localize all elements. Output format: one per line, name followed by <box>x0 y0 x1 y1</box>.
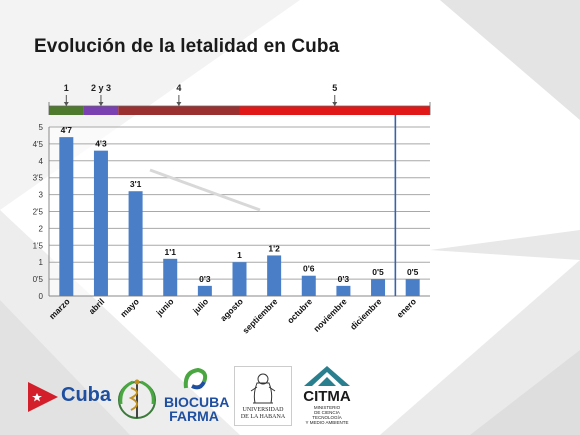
bar <box>405 279 420 296</box>
y-tick-label: 1'5 <box>33 241 44 250</box>
y-tick-label: 2'5 <box>33 208 44 217</box>
bar <box>336 285 351 296</box>
x-tick-label: marzo <box>47 296 72 321</box>
x-tick-label: enero <box>395 296 418 319</box>
bar <box>163 258 178 296</box>
alma-mater-icon <box>250 373 276 404</box>
phase-label: 5 <box>332 83 337 93</box>
cuba-logo: Cuba <box>28 380 111 414</box>
bar-data-label: 1 <box>237 250 242 260</box>
phase-segment <box>83 106 119 115</box>
cuba-flag-icon <box>28 382 58 412</box>
y-tick-label: 0 <box>39 292 44 301</box>
biocuba-symbol-icon <box>183 367 208 390</box>
x-tick-label: agosto <box>218 296 245 323</box>
x-tick-label: abril <box>87 296 107 316</box>
bar <box>267 255 282 296</box>
bar-data-label: 0'5 <box>372 267 384 277</box>
phase-pointer-arrow <box>176 102 182 106</box>
bar <box>93 150 108 296</box>
biocubafarma-logo: BIOCUBA FARMA <box>164 366 230 426</box>
bar <box>197 285 212 296</box>
phase-label: 4 <box>176 83 181 93</box>
biocuba-text-line2: FARMA <box>169 408 219 424</box>
bar-data-label: 0'6 <box>303 264 315 274</box>
x-tick-label: diciembre <box>348 296 384 332</box>
bar-data-label: 4'3 <box>95 139 107 149</box>
y-tick-label: 2 <box>39 224 44 233</box>
x-tick-label: septiembre <box>240 296 279 335</box>
phase-segment <box>118 106 240 115</box>
y-tick-label: 1 <box>39 258 44 267</box>
x-tick-label: junio <box>154 296 176 318</box>
caduceus-emblem-icon <box>118 379 156 419</box>
bar-data-label: 0'5 <box>407 267 419 277</box>
citma-sub-line3: TECNOLOGÍA <box>312 415 342 420</box>
bar <box>128 191 143 296</box>
bar <box>59 137 74 296</box>
phase-pointer-arrow <box>98 102 104 106</box>
phase-pointer-arrow <box>332 102 338 106</box>
citma-text: CITMA <box>303 388 351 405</box>
bar <box>301 275 316 296</box>
y-tick-label: 0'5 <box>33 275 44 284</box>
bar-data-label: 4'7 <box>61 125 73 135</box>
y-tick-label: 3 <box>39 191 44 200</box>
phase-label: 2 y 3 <box>91 83 111 93</box>
medical-emblem <box>113 374 161 424</box>
phase-segment <box>239 106 430 115</box>
cuba-logo-text: Cuba <box>61 384 111 406</box>
biocuba-text-line1: BIOCUBA <box>164 394 230 410</box>
x-tick-label: noviembre <box>311 296 349 334</box>
decorative-diagonal <box>149 168 261 212</box>
x-tick-label: julio <box>190 296 210 316</box>
phase-pointer-arrow <box>63 102 69 106</box>
citma-logo: CITMA MINISTERIO DE CIENCIA TECNOLOGÍA Y… <box>300 364 354 426</box>
citma-sub-line2: DE CIENCIA <box>314 410 340 415</box>
bar-data-label: 1'2 <box>268 243 280 253</box>
y-tick-label: 4 <box>39 157 44 166</box>
logo-row: Cuba BIOCUBA FARMA <box>0 360 580 430</box>
x-tick-label: mayo <box>118 296 141 319</box>
phase-segment <box>49 106 84 115</box>
bar <box>371 279 386 296</box>
citma-triangle-icon <box>304 366 350 386</box>
y-tick-label: 3'5 <box>33 174 44 183</box>
phase-label: 1 <box>64 83 69 93</box>
bar-data-label: 1'1 <box>164 247 176 257</box>
y-tick-label: 5 <box>39 123 44 132</box>
uh-text-line2: DE LA HABANA <box>240 414 286 420</box>
bar-data-label: 0'3 <box>338 274 350 284</box>
bar-data-label: 3'1 <box>130 179 142 189</box>
universidad-habana-logo: UNIVERSIDAD DE LA HABANA <box>234 366 292 426</box>
slide-title: Evolución de la letalidad en Cuba <box>34 36 340 57</box>
bar <box>232 262 247 296</box>
citma-sub-line1: MINISTERIO <box>313 405 341 410</box>
y-tick-label: 4'5 <box>33 140 44 149</box>
uh-text-line1: UNIVERSIDAD <box>242 407 284 413</box>
x-tick-label: octubre <box>285 296 314 325</box>
bar-data-label: 0'3 <box>199 274 211 284</box>
citma-sub-line4: Y MEDIO AMBIENTE <box>305 420 349 425</box>
